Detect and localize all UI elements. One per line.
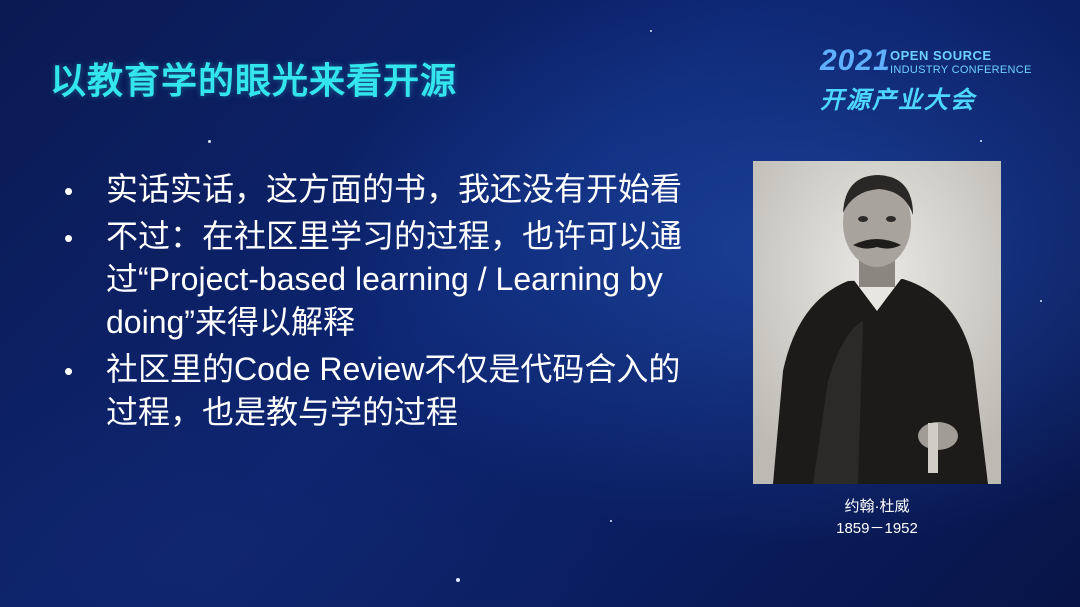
star-dot [208,140,211,143]
star-dot [610,520,612,522]
bullet-item: • 不过：在社区里学习的过程，也许可以通过“Project-based lear… [60,215,700,344]
bullet-text: 社区里的Code Review不仅是代码合入的过程，也是教与学的过程 [106,351,681,430]
star-dot [980,140,982,142]
bullet-marker: • [64,223,74,253]
bullet-list: • 实话实话，这方面的书，我还没有开始看 • 不过：在社区里学习的过程，也许可以… [60,168,700,438]
logo-chinese-name: 开源产业大会 [820,87,976,114]
star-dot [456,578,460,582]
portrait-caption: 约翰·杜威 1859－1952 [753,496,1001,540]
logo-english-line1: OPEN SOURCE [890,48,992,63]
star-dot [1040,300,1042,302]
portrait-name: 约翰·杜威 [844,498,910,515]
portrait-years: 1859－1952 [836,520,918,537]
bullet-item: • 社区里的Code Review不仅是代码合入的过程，也是教与学的过程 [60,348,700,434]
bullet-marker: • [64,356,74,386]
logo-english-line2: INDUSTRY CONFERENCE [890,64,1032,76]
slide-title: 以教育学的眼光来看开源 [50,60,458,101]
logo-year: 2021 [820,44,891,77]
bullet-marker: • [64,176,74,206]
conference-logo: 2021 OPEN SOURCE INDUSTRY CONFERENCE 开源产… [820,44,1040,114]
bullet-text: 不过：在社区里学习的过程，也许可以通过“Project-based learni… [106,218,683,340]
portrait-photo [753,161,1001,484]
star-dot [650,30,652,32]
bullet-item: • 实话实话，这方面的书，我还没有开始看 [60,168,700,211]
bullet-text: 实话实话，这方面的书，我还没有开始看 [106,171,683,207]
